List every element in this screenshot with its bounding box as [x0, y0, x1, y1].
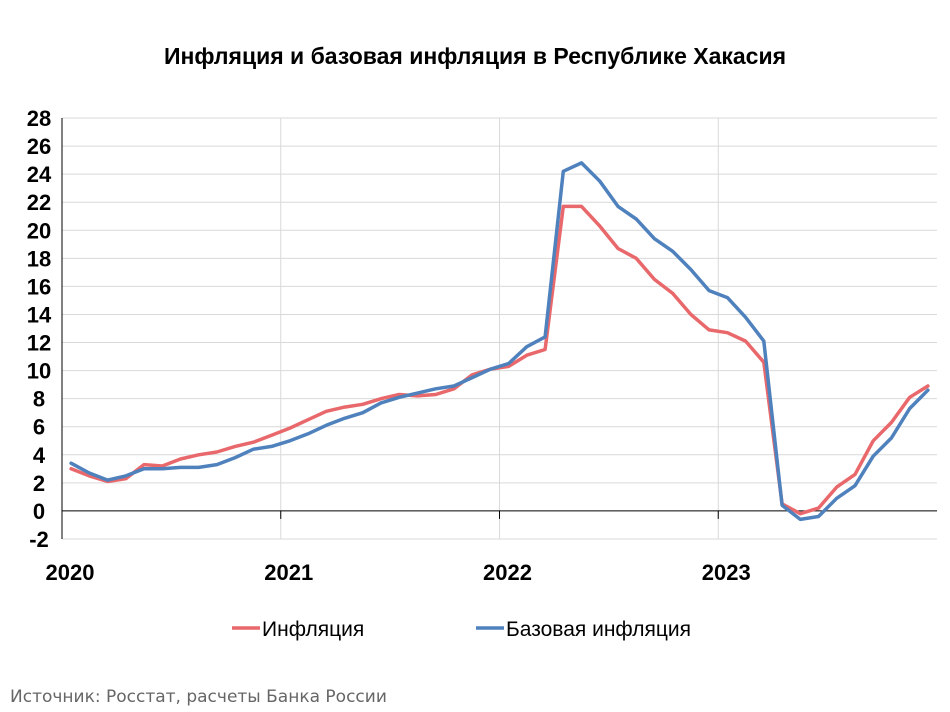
y-tick-label: 14 — [27, 302, 52, 327]
y-tick-label: 4 — [33, 443, 46, 468]
y-tick-label: 6 — [33, 415, 45, 440]
source-note: Источник: Росстат, расчеты Банка России — [10, 687, 387, 707]
x-tick-label: 2020 — [46, 560, 95, 585]
y-tick-label: -2 — [29, 527, 49, 552]
y-tick-label: 20 — [27, 218, 51, 243]
x-tick-label: 2021 — [264, 560, 313, 585]
x-tick-label: 2022 — [483, 560, 532, 585]
y-tick-label: 18 — [27, 246, 51, 271]
y-tick-label: 24 — [27, 162, 52, 187]
legend-label-2: Базовая инфляция — [506, 618, 691, 641]
y-tick-label: 22 — [27, 190, 51, 215]
y-tick-label: 2 — [33, 471, 45, 496]
legend: Инфляция Базовая инфляция — [232, 618, 691, 641]
y-tick-label: 16 — [27, 274, 51, 299]
legend-label-1: Инфляция — [262, 618, 364, 641]
y-tick-label: 28 — [27, 106, 51, 131]
grid-layer — [62, 117, 937, 540]
y-tick-label: 26 — [27, 134, 51, 159]
y-tick-label: 12 — [27, 331, 51, 356]
x-tick-label: 2023 — [702, 560, 751, 585]
y-tick-label: 0 — [33, 499, 45, 524]
y-tick-label: 10 — [27, 359, 51, 384]
series-layer — [69, 161, 930, 522]
y-tick-label: 8 — [33, 387, 45, 412]
chart-title: Инфляция и базовая инфляция в Республике… — [164, 43, 786, 69]
series-line-2 — [69, 161, 930, 522]
